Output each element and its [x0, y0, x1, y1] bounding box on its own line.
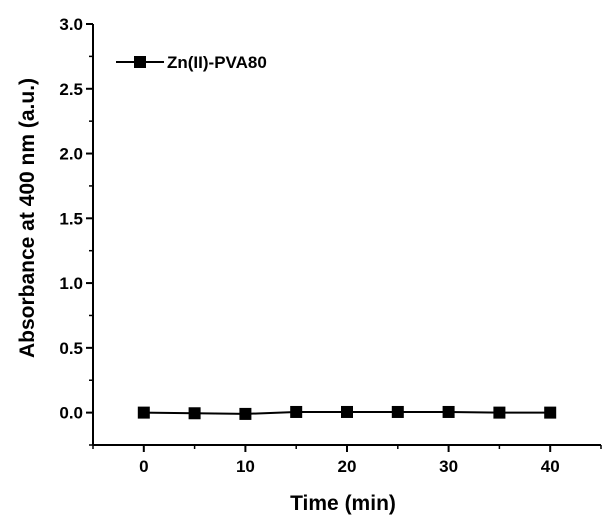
x-axis-title: Time (min)	[290, 492, 396, 515]
data-point	[290, 405, 303, 418]
axes	[92, 24, 601, 446]
y-axis-title: Absorbance at 400 nm (a.u.)	[16, 78, 39, 358]
y-tick-label: 2.5	[59, 80, 83, 99]
y-tick-label: 1.0	[59, 274, 83, 293]
y-tick-label: 1.5	[59, 209, 83, 228]
y-ticks: 0.0 0.5 1.0 1.5 2.0 2.5 3.0	[59, 15, 93, 446]
data-point	[544, 406, 557, 419]
data-point	[137, 406, 150, 419]
x-tick-label: 0	[139, 457, 148, 476]
data-point	[442, 405, 455, 418]
legend: Zn(II)-PVA80	[116, 53, 267, 72]
x-tick-label: 20	[338, 457, 357, 476]
data-point	[493, 406, 506, 419]
data-point	[239, 407, 252, 420]
legend-marker	[134, 56, 146, 68]
y-tick-label: 2.0	[59, 145, 83, 164]
x-tick-label: 30	[439, 457, 458, 476]
data-point	[341, 405, 353, 418]
data-point	[188, 407, 201, 420]
series-layer	[137, 405, 557, 420]
x-ticks: 0 10 20 30 40	[92, 445, 602, 476]
y-tick-label: 0.0	[59, 404, 83, 423]
x-tick-label: 40	[541, 457, 560, 476]
legend-label: Zn(II)-PVA80	[167, 53, 267, 72]
x-tick-label: 10	[236, 457, 255, 476]
data-point	[391, 405, 404, 418]
y-tick-label: 3.0	[59, 15, 83, 34]
y-tick-label: 0.5	[59, 339, 83, 358]
